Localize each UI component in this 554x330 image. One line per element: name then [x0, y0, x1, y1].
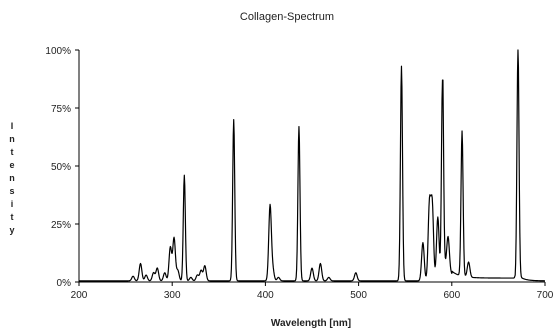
- y-tick-label: 75%: [51, 104, 71, 115]
- x-tick-label: 700: [537, 290, 554, 301]
- chart-title: Collagen-Spectrum: [240, 11, 334, 23]
- y-axis-label-char: t: [11, 147, 14, 157]
- y-axis-label-char: i: [11, 199, 14, 209]
- y-axis-label-char: e: [9, 160, 14, 170]
- y-tick-label: 100%: [45, 46, 71, 57]
- x-tick-label: 300: [164, 290, 181, 301]
- y-tick-label: 50%: [51, 162, 71, 173]
- x-tick-label: 400: [257, 290, 274, 301]
- x-tick-label: 200: [71, 290, 88, 301]
- x-tick-label: 600: [443, 290, 460, 301]
- y-axis-label-char: y: [9, 225, 14, 235]
- y-axis-label-char: s: [9, 186, 14, 196]
- y-axis-label-char: I: [11, 121, 14, 131]
- y-tick-label: 0%: [57, 278, 72, 289]
- y-axis-label-char: n: [9, 134, 15, 144]
- y-axis-label-char: n: [9, 173, 15, 183]
- series-line-spectrum: [78, 49, 546, 282]
- y-axis-ticks: 0% 25% 50% 75% 100%: [45, 46, 79, 289]
- x-axis-title: Wavelength [nm]: [271, 318, 351, 329]
- x-tick-label: 500: [350, 290, 367, 301]
- y-axis-label-char: t: [11, 212, 14, 222]
- plot-area: [78, 49, 546, 283]
- x-axis-ticks: 200 300 400 500 600 700: [71, 282, 554, 301]
- y-tick-label: 25%: [51, 220, 71, 231]
